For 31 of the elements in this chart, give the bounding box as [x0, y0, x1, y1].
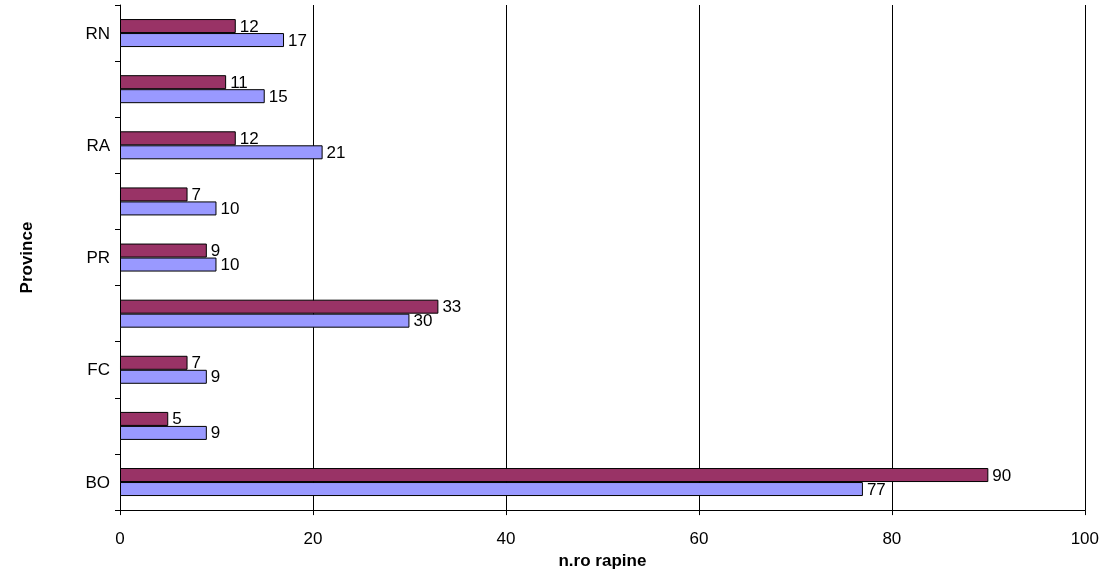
data-label: 17 [288, 30, 307, 50]
y-tick-label: FC [87, 360, 110, 380]
x-axis-title: n.ro rapine [558, 551, 647, 570]
data-label: 10 [220, 198, 240, 218]
data-label: 77 [866, 479, 886, 499]
data-label: 90 [992, 465, 1012, 485]
data-label: 10 [220, 255, 240, 275]
data-label: 9 [210, 367, 221, 387]
x-tick-label: 60 [689, 529, 709, 549]
data-label: 30 [413, 311, 433, 331]
data-label: 21 [326, 142, 346, 162]
y-tick-label: PR [86, 248, 110, 268]
data-label: 9 [210, 241, 221, 261]
x-tick-label: 100 [1070, 529, 1100, 549]
x-tick-label: 0 [115, 529, 125, 549]
data-label: 11 [230, 72, 248, 92]
data-label: 12 [239, 16, 259, 36]
data-label: 5 [172, 409, 182, 429]
x-tick-label: 20 [303, 529, 323, 549]
data-label: 12 [239, 128, 259, 148]
data-label: 9 [210, 423, 221, 443]
y-tick-label: RA [86, 135, 111, 155]
x-tick-label: 40 [496, 529, 516, 549]
data-label: 15 [268, 86, 288, 106]
data-label: 33 [442, 297, 462, 317]
data-label: 7 [191, 184, 202, 204]
y-tick-label: BO [85, 472, 110, 492]
y-tick-label: RN [85, 23, 110, 43]
data-label: 7 [191, 353, 202, 373]
y-axis-title: Province [17, 221, 36, 294]
x-tick-label: 80 [882, 529, 902, 549]
